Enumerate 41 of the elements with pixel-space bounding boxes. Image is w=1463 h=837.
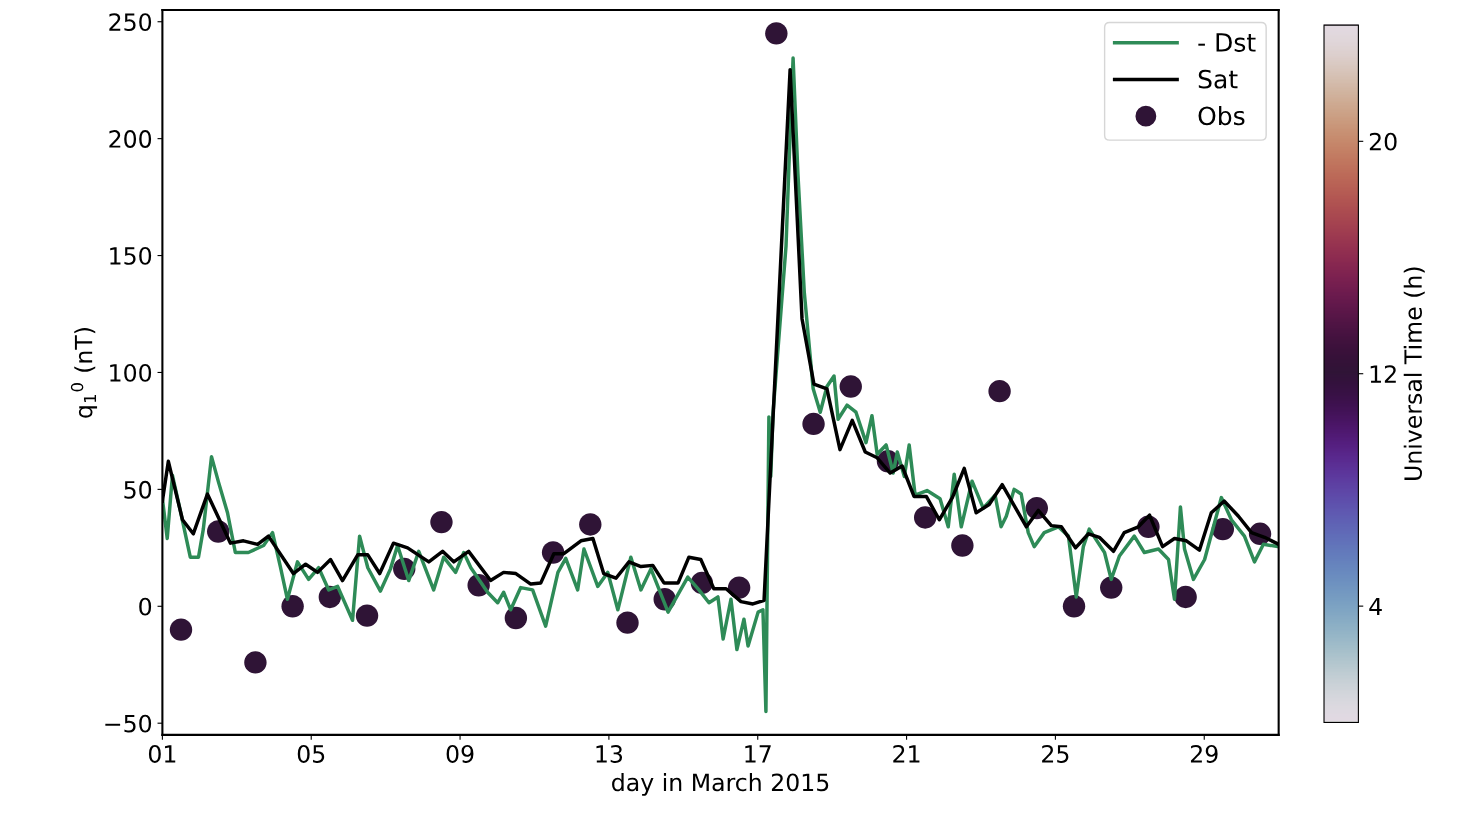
point: [839, 375, 862, 398]
point: [951, 534, 974, 557]
x-tick-label: 09: [446, 745, 474, 763]
color-bar-label: 4: [1369, 597, 1382, 616]
y-tick-label: 50: [124, 480, 152, 499]
point: [579, 513, 602, 536]
x-tick-label: 05: [297, 745, 325, 763]
y-tick-label: 200: [109, 130, 152, 148]
x-axis-title: day in March 2015: [612, 773, 829, 796]
legend-label: Sat: [1198, 69, 1238, 89]
point: [765, 22, 788, 45]
point: [913, 506, 937, 529]
y-tick-label: −50: [105, 714, 152, 733]
legend-label: Obs: [1198, 105, 1245, 126]
x-tick-label: 01: [148, 745, 176, 763]
color-bar-label: 20: [1369, 132, 1397, 151]
point: [988, 379, 1011, 403]
point: [1100, 576, 1123, 599]
point: [504, 606, 528, 630]
point: [169, 618, 193, 641]
legend-label: - Dst: [1198, 33, 1256, 52]
x-tick-label: 13: [596, 745, 623, 763]
color-bar-title: Universal Time (h): [1403, 267, 1425, 480]
y-tick-label: 100: [110, 363, 152, 382]
point: [281, 595, 304, 618]
y-tick-label: 250: [109, 13, 152, 32]
color-bar-label: 12: [1370, 365, 1396, 383]
point: [244, 651, 267, 674]
point: [1174, 585, 1197, 609]
point: [1062, 595, 1086, 618]
x-tick-label: 21: [893, 745, 920, 763]
x-tick-label: 17: [745, 745, 771, 763]
point: [802, 412, 825, 436]
x-tick-label: 29: [1190, 745, 1218, 763]
y-tick-label: 0: [139, 597, 152, 616]
x-tick-label: 25: [1042, 745, 1069, 763]
point: [616, 611, 639, 634]
point: [355, 604, 379, 627]
point: [430, 510, 453, 534]
y-tick-label: 150: [110, 247, 152, 265]
y-axis-title: q$_{1}$$^{0}$ (nT): [70, 328, 98, 418]
